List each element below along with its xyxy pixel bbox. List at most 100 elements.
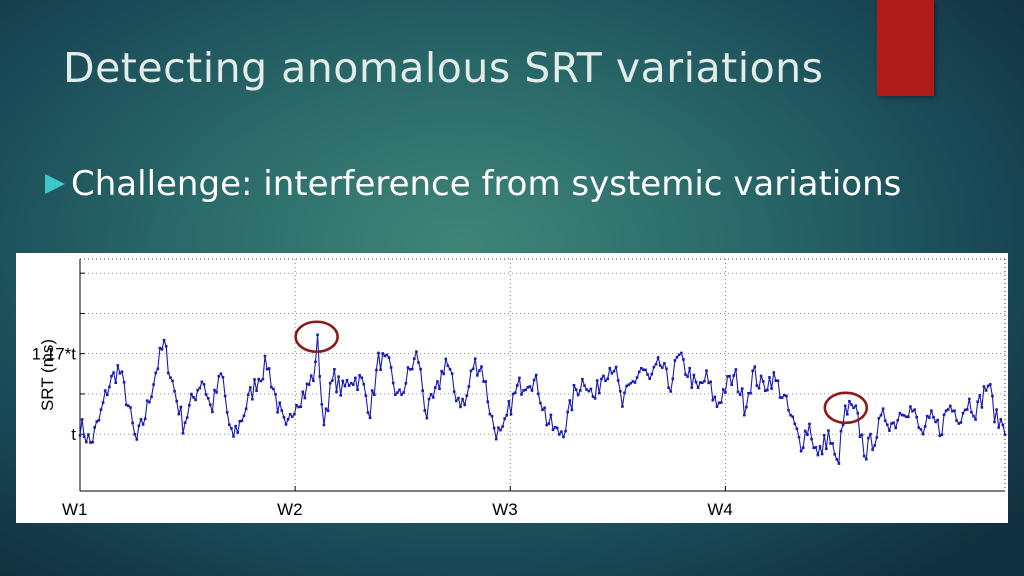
- data-point: [808, 422, 811, 426]
- data-point: [303, 396, 307, 400]
- chart-axes: [79, 258, 1006, 492]
- data-point: [787, 409, 790, 412]
- data-point: [541, 408, 544, 412]
- data-point: [326, 409, 330, 413]
- data-point: [686, 375, 689, 378]
- data-point: [360, 376, 363, 380]
- data-point: [379, 368, 382, 371]
- data-point: [972, 414, 975, 418]
- data-point: [736, 390, 740, 394]
- data-point: [272, 387, 275, 391]
- data-point: [846, 413, 849, 416]
- data-point: [228, 423, 231, 426]
- data-point: [301, 390, 305, 394]
- data-point: [211, 410, 214, 414]
- data-point: [202, 383, 206, 386]
- data-point: [917, 426, 921, 429]
- data-point: [629, 381, 633, 385]
- data-point: [320, 403, 324, 406]
- data-point: [257, 377, 260, 381]
- data-point: [572, 384, 576, 387]
- data-point: [814, 446, 818, 449]
- data-point: [410, 367, 414, 371]
- data-point: [587, 389, 591, 393]
- data-point: [349, 382, 353, 385]
- data-point: [230, 427, 233, 430]
- data-point: [366, 411, 370, 414]
- data-point: [356, 388, 359, 391]
- anomaly-highlight-circle: [294, 320, 339, 354]
- data-point: [106, 393, 109, 397]
- data-point: [991, 394, 994, 398]
- data-point: [591, 395, 595, 398]
- data-point: [650, 372, 654, 376]
- data-point: [970, 410, 973, 414]
- data-point: [467, 385, 471, 388]
- data-point: [537, 392, 540, 396]
- data-point: [913, 408, 916, 411]
- data-point: [900, 413, 904, 417]
- data-point: [120, 370, 124, 373]
- data-point: [150, 395, 153, 399]
- data-point: [680, 351, 683, 355]
- data-point: [738, 393, 742, 396]
- data-point: [654, 362, 658, 366]
- data-point: [986, 384, 990, 388]
- data-point: [923, 425, 927, 428]
- data-point: [80, 418, 84, 421]
- data-point: [553, 426, 557, 429]
- data-point: [909, 405, 912, 408]
- data-point: [274, 393, 277, 396]
- data-point: [471, 367, 475, 371]
- data-point: [818, 445, 822, 448]
- data-point: [652, 365, 656, 369]
- data-point: [440, 369, 443, 373]
- data-point: [406, 366, 410, 369]
- data-point: [494, 437, 498, 441]
- data-point: [843, 404, 847, 408]
- data-point: [118, 372, 122, 375]
- data-point: [108, 385, 111, 389]
- data-point: [968, 397, 971, 401]
- data-point: [427, 397, 431, 401]
- data-point: [795, 427, 799, 430]
- data-point: [841, 423, 845, 427]
- data-point: [921, 432, 925, 436]
- data-point: [524, 388, 527, 392]
- data-point: [892, 421, 895, 424]
- data-point: [362, 382, 366, 386]
- data-point: [804, 429, 807, 433]
- data-point: [91, 440, 94, 444]
- data-point: [87, 433, 90, 436]
- data-point: [669, 390, 672, 393]
- data-point: [232, 435, 235, 438]
- data-point: [408, 368, 412, 371]
- data-point: [635, 376, 639, 379]
- data-point: [188, 403, 191, 407]
- data-point: [419, 367, 422, 371]
- data-point: [417, 361, 420, 364]
- data-point: [143, 417, 147, 420]
- data-point: [560, 430, 563, 433]
- data-point: [263, 354, 267, 358]
- data-point: [896, 419, 900, 422]
- data-point: [677, 353, 681, 357]
- data-point: [162, 338, 166, 342]
- data-point: [709, 380, 712, 384]
- data-point: [690, 386, 694, 389]
- data-point: [114, 381, 117, 384]
- data-point: [871, 448, 874, 451]
- data-point: [644, 368, 647, 372]
- y-tick-label: t: [71, 425, 76, 444]
- data-point: [761, 380, 765, 383]
- data-point: [488, 412, 492, 416]
- data-point: [318, 375, 321, 378]
- data-point: [316, 333, 319, 337]
- data-point: [719, 401, 723, 404]
- data-point: [852, 406, 855, 410]
- data-point: [955, 419, 958, 422]
- data-point: [822, 433, 826, 437]
- data-point: [455, 399, 458, 403]
- data-point: [291, 415, 294, 418]
- data-point: [240, 419, 244, 423]
